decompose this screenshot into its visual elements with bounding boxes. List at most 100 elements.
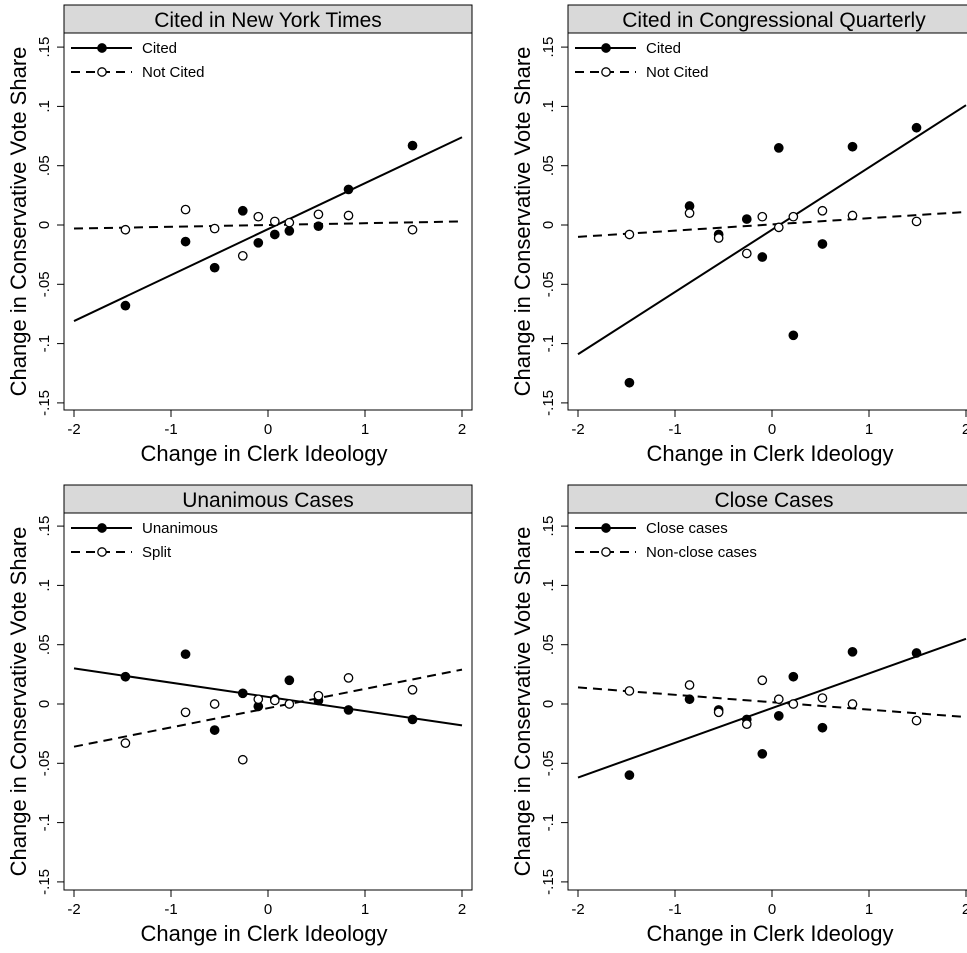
data-point-filled [773, 143, 784, 153]
y-tick-label: 0 [36, 700, 53, 708]
plot-region [63, 32, 473, 411]
data-point-filled [624, 770, 635, 781]
data-point-hollow [237, 754, 248, 765]
data-point-hollow [180, 204, 191, 215]
x-tick-label: -1 [668, 901, 681, 918]
y-axis-label: Change in Conservative Vote Share [6, 47, 31, 397]
x-tick-label: -1 [668, 421, 681, 438]
y-tick-label: -.1 [540, 335, 557, 353]
legend-label: Cited [646, 40, 681, 57]
fit-line-dashed [73, 668, 463, 748]
y-tick-label: .05 [540, 155, 557, 176]
data-point-hollow [911, 715, 922, 726]
fit-line-solid [577, 637, 967, 779]
data-layer [73, 649, 463, 765]
x-tick-label: 1 [865, 901, 873, 918]
data-point-hollow [253, 694, 264, 705]
y-tick-label: -.05 [36, 750, 53, 776]
data-point-hollow [343, 210, 354, 221]
panel-title-band [63, 4, 473, 34]
panel-title: Cited in New York Times [154, 9, 382, 32]
x-tick-label: 2 [962, 901, 967, 918]
legend-label: Cited [142, 40, 177, 57]
data-point-filled [313, 221, 324, 232]
y-tick-label: .1 [36, 579, 53, 592]
data-point-hollow [209, 699, 220, 709]
x-tick-label: 2 [458, 901, 466, 918]
data-point-filled [757, 748, 768, 759]
data-point-filled [407, 140, 418, 151]
data-point-hollow [209, 223, 220, 234]
x-axis-label: Change in Clerk Ideology [140, 921, 387, 946]
x-tick-label: -1 [164, 901, 177, 918]
data-point-filled [284, 226, 295, 236]
data-point-filled [757, 252, 768, 262]
data-point-filled [209, 262, 220, 273]
chart-panel-4: Close Cases -.15 -.1 -.05 0 .05 .1 .15 -2 -1 0 1 2 Ch… [510, 484, 967, 946]
fit-line-solid [577, 104, 967, 356]
data-point-hollow [911, 216, 922, 227]
y-tick-label: .1 [540, 100, 557, 113]
x-tick-label: 0 [264, 421, 272, 438]
data-point-filled [253, 237, 264, 248]
data-point-filled [817, 722, 828, 733]
chart-panel-1: Cited in New York Times -.15 -.1 -.05 0 .05 .1… [6, 4, 473, 466]
data-point-hollow [741, 719, 752, 730]
x-tick-label: 0 [768, 901, 776, 918]
data-point-filled [911, 648, 922, 658]
fit-line-solid [73, 667, 463, 727]
y-tick-label: .15 [36, 37, 53, 58]
data-point-filled [209, 725, 220, 735]
data-point-hollow [253, 211, 264, 222]
data-point-hollow [269, 216, 280, 227]
x-tick-label: 1 [361, 901, 369, 918]
data-point-filled [817, 239, 828, 249]
y-tick-label: -.1 [540, 814, 557, 832]
data-point-hollow [847, 210, 858, 221]
data-point-filled [773, 711, 784, 721]
legend-marker [601, 547, 611, 557]
x-tick-label: 2 [962, 421, 967, 438]
panel-title: Unanimous Cases [182, 489, 354, 512]
x-tick-label: -2 [571, 421, 584, 438]
data-point-filled [911, 122, 922, 133]
data-point-hollow [713, 707, 724, 718]
data-point-filled [237, 688, 248, 699]
legend-label: Unanimous [142, 520, 218, 537]
y-tick-label: .15 [540, 37, 557, 58]
y-tick-label: .15 [36, 516, 53, 537]
x-tick-label: -2 [67, 421, 80, 438]
data-point-hollow [407, 684, 418, 695]
legend-marker [601, 43, 611, 53]
plot-region [63, 512, 473, 891]
data-point-filled [788, 671, 799, 682]
data-point-filled [684, 694, 695, 705]
legend-label: Non-close cases [646, 544, 757, 561]
data-point-filled [284, 675, 295, 686]
data-point-hollow [407, 224, 418, 235]
panel-title-band [567, 4, 967, 34]
y-tick-label: 0 [540, 700, 557, 708]
y-tick-label: -.15 [36, 869, 53, 895]
y-tick-label: -.15 [36, 390, 53, 416]
x-axis-label: Change in Clerk Ideology [646, 441, 893, 466]
data-point-hollow [684, 208, 695, 218]
data-point-hollow [773, 222, 784, 233]
data-layer [577, 637, 967, 781]
data-point-filled [788, 330, 799, 341]
y-tick-label: .05 [36, 634, 53, 655]
panel-title: Close Cases [714, 489, 833, 512]
data-point-hollow [120, 738, 131, 748]
legend-marker [97, 523, 107, 533]
x-axis-label: Change in Clerk Ideology [646, 921, 893, 946]
data-point-hollow [757, 211, 768, 222]
data-point-hollow [773, 694, 784, 705]
data-point-filled [847, 141, 858, 152]
data-point-hollow [847, 699, 858, 709]
data-point-hollow [713, 233, 724, 243]
plot-region [567, 512, 967, 891]
data-point-filled [343, 705, 354, 715]
data-point-hollow [237, 250, 248, 261]
data-point-filled [407, 714, 418, 725]
y-tick-label: -.05 [540, 750, 557, 776]
